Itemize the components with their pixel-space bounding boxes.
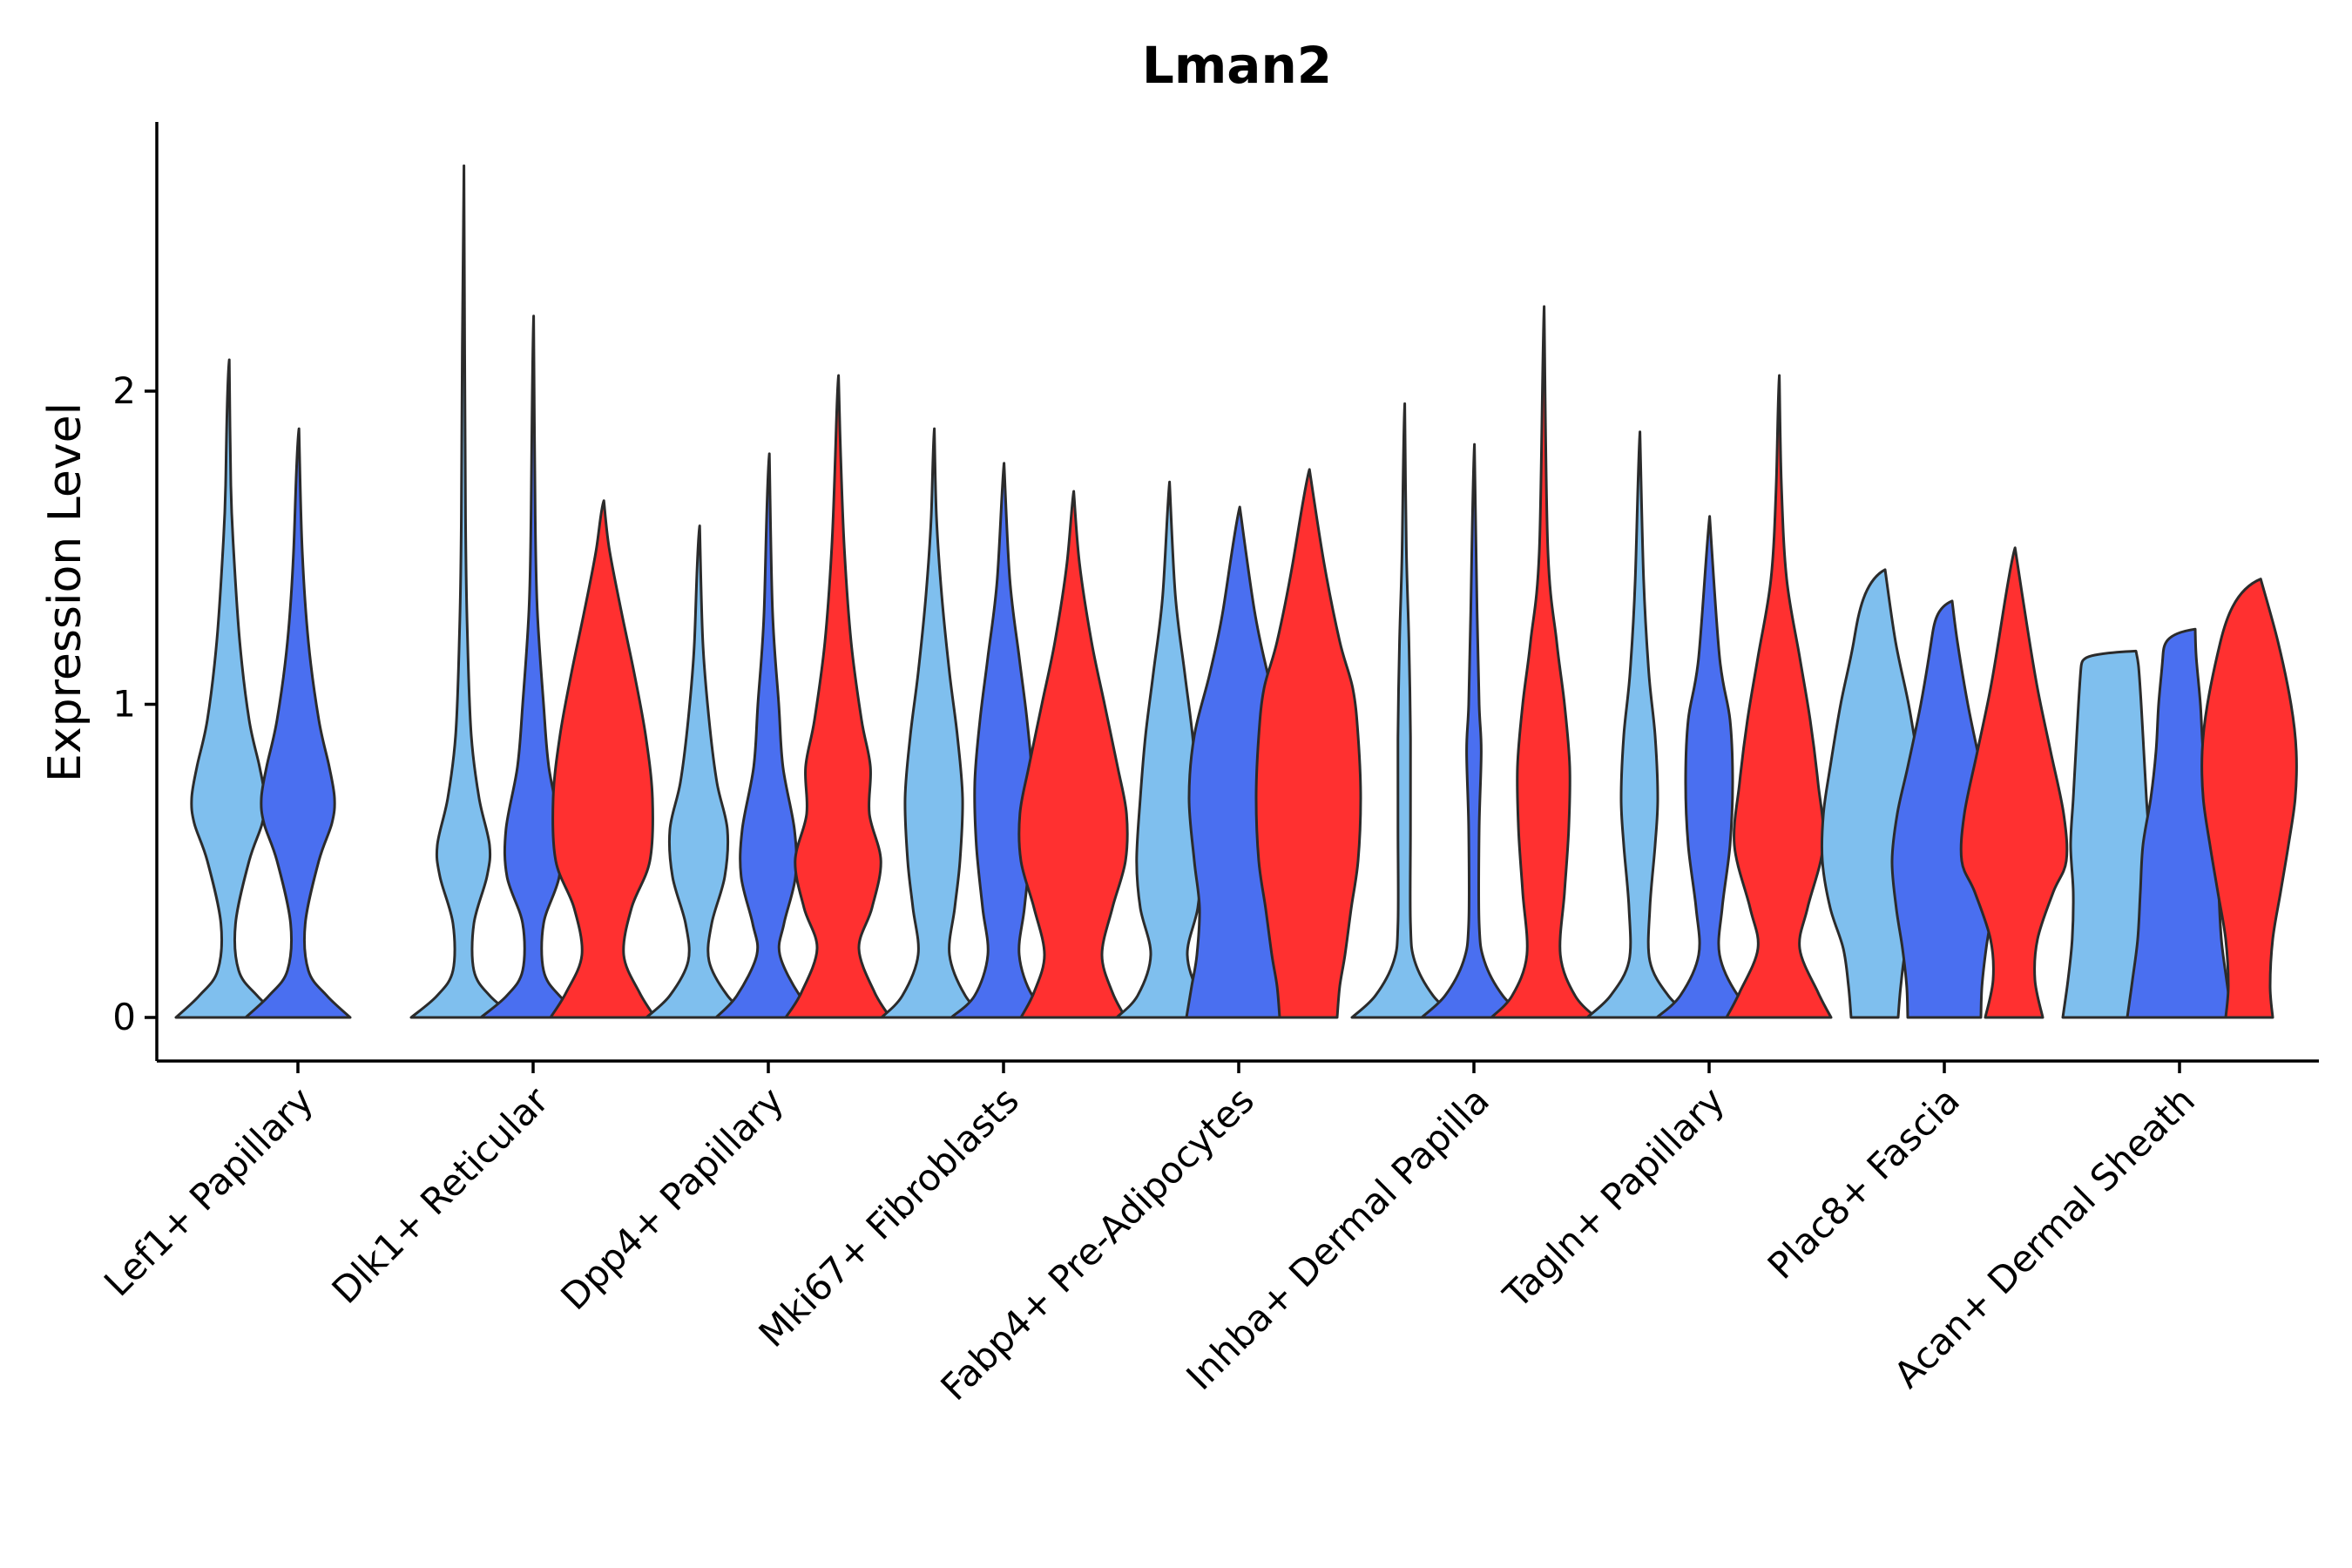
violin-6-0 bbox=[1585, 430, 1693, 1019]
x-tick-label-3: Mki67+ Fibroblasts bbox=[751, 1078, 1027, 1355]
y-tick-label-2: 2 bbox=[112, 369, 136, 412]
violin-1-0 bbox=[409, 164, 517, 1019]
y-ticks: 0 1 2 bbox=[112, 369, 157, 1038]
violin-5-0 bbox=[1350, 402, 1458, 1019]
violin-6-1 bbox=[1655, 515, 1763, 1019]
violin-6-2 bbox=[1725, 374, 1833, 1019]
violin-8-2 bbox=[2200, 578, 2298, 1019]
x-tick-label-6: Tagln+ Papillary bbox=[1495, 1078, 1733, 1316]
violin-3-0 bbox=[880, 427, 988, 1019]
violin-2-0 bbox=[645, 524, 753, 1019]
violin-2-2 bbox=[784, 374, 892, 1019]
x-tick-label-1: Dlk1+ Reticular bbox=[324, 1078, 558, 1312]
violin-2-1 bbox=[714, 452, 822, 1019]
violin-0-1 bbox=[244, 427, 352, 1019]
violin-1-1 bbox=[479, 314, 587, 1019]
violin-0-0 bbox=[174, 358, 282, 1019]
violin-layer bbox=[174, 164, 2298, 1019]
chart-title: Lman2 bbox=[1142, 36, 1332, 95]
y-axis-label: Expression Level bbox=[39, 402, 91, 782]
violin-1-2 bbox=[549, 499, 657, 1019]
x-tick-label-0: Lef1+ Papillary bbox=[96, 1078, 321, 1304]
violin-5-2 bbox=[1490, 305, 1598, 1019]
violin-4-2 bbox=[1254, 468, 1362, 1019]
x-tick-label-7: Plac8+ Fascia bbox=[1760, 1078, 1968, 1287]
violin-5-1 bbox=[1420, 443, 1528, 1019]
y-tick-label-1: 1 bbox=[112, 683, 136, 726]
x-tick-label-2: Dpp4+ Papillary bbox=[552, 1078, 792, 1318]
violin-3-1 bbox=[950, 462, 1058, 1019]
violin-7-2 bbox=[1959, 546, 2069, 1019]
violin-3-2 bbox=[1017, 490, 1129, 1019]
y-tick-label-0: 0 bbox=[112, 996, 136, 1038]
